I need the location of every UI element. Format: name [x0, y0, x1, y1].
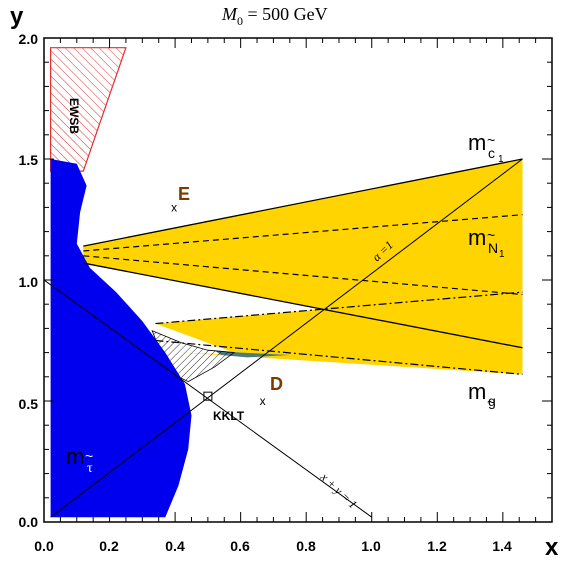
x-tick-label: 1.2: [427, 538, 447, 554]
x-tick-label: 0.8: [296, 538, 316, 554]
y-axis-label: y: [10, 3, 24, 30]
point-d-label: D: [270, 374, 283, 394]
m-c1-lower-line: [83, 262, 523, 349]
point-e-label: E: [178, 184, 190, 204]
kklt-point-marker: [203, 391, 213, 401]
m-tau-label: m ~ τ: [66, 444, 93, 476]
yellow-band-upper: [83, 159, 523, 348]
x-tick-label: 0.6: [230, 538, 250, 554]
m-g-lower-line: [155, 339, 523, 375]
y-tick-label: 0.0: [19, 514, 39, 530]
m-c1-subsub: 1: [498, 154, 504, 165]
x-tick-label: 0.4: [165, 538, 185, 554]
ewsb-region: [49, 47, 127, 172]
teal-sliver-region: [214, 350, 290, 358]
x-tick-label: 0.0: [34, 538, 54, 554]
point-e-marker: x: [171, 200, 177, 214]
m-n1-subsub: 1: [499, 249, 505, 260]
m-g-sub: g: [488, 393, 496, 409]
point-d-marker: x: [260, 394, 266, 408]
x-axis-label: x: [545, 534, 559, 561]
title-rest: = 500 GeV: [243, 4, 328, 24]
m-tau-sub: τ: [87, 461, 93, 476]
alpha-equals-one-line: [50, 158, 523, 518]
x-tick-label: 1.4: [492, 538, 512, 554]
m-g-upper-line: [155, 291, 523, 325]
m-n1-upper-line: [83, 214, 523, 252]
y-tick-label: 1.0: [19, 274, 39, 290]
m-c1-label: m ~ c 1: [468, 130, 504, 165]
m-g-label: m ~ g: [468, 379, 496, 410]
m-c1-tilde: ~: [487, 132, 495, 148]
m-n1-label: m ~ N 1: [468, 225, 505, 260]
x-tick-label: 1.0: [361, 538, 381, 554]
chart-title: M0 = 500 GeV: [221, 4, 328, 28]
y-tick-label: 2.0: [19, 31, 39, 47]
y-tick-label: 1.5: [19, 152, 39, 168]
m-n1-sub: N: [488, 240, 498, 256]
title-var: M: [221, 4, 238, 24]
m-g-text: m: [468, 379, 486, 404]
x-tick-marks: [43, 38, 537, 522]
ewsb-label: EWSB: [67, 98, 81, 134]
m-n1-tilde: ~: [487, 227, 495, 243]
m-n1-lower-line: [83, 255, 523, 296]
stau-lsp-region: [50, 159, 192, 518]
m-tau-text: m: [66, 444, 84, 469]
m-n1-text: m: [468, 225, 486, 250]
m-c1-sub: c: [488, 145, 495, 161]
m-c1-line: [83, 158, 523, 247]
y-tick-label: 0.5: [19, 396, 39, 412]
m-tau-tilde: ~: [85, 448, 93, 464]
y-tick-marks: [44, 37, 552, 523]
x-tick-label: 0.2: [99, 538, 119, 554]
m-c1-text: m: [468, 130, 486, 155]
x-plus-y-equals-one-line: [44, 279, 373, 518]
kklt-label: KKLT: [213, 409, 245, 423]
xy-label: x + y = 1: [317, 469, 360, 511]
m-g-tilde: ~: [487, 394, 495, 410]
title-sub: 0: [237, 14, 243, 28]
